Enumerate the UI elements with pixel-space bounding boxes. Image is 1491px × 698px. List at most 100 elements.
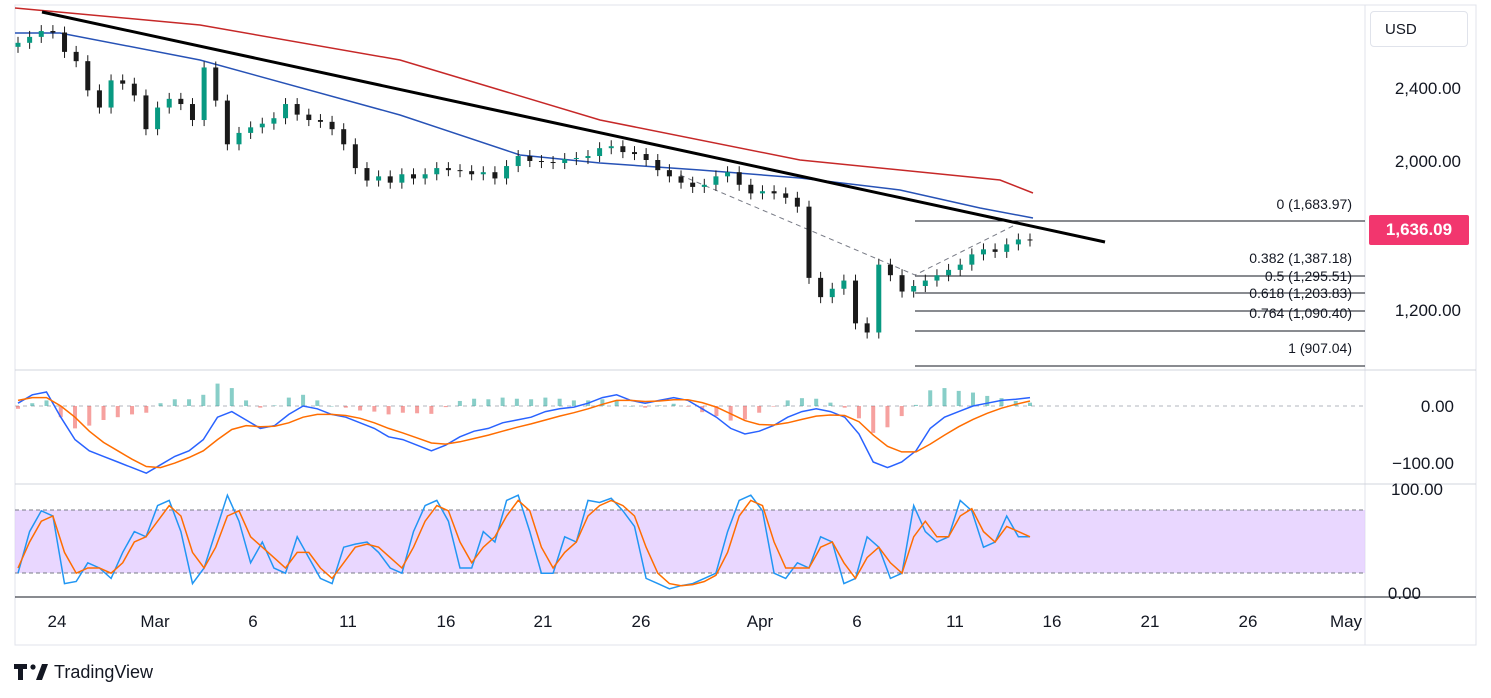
candle-body <box>189 104 195 121</box>
macd-histogram-bar <box>899 406 904 417</box>
stoch-rsi-band <box>15 510 1365 573</box>
macd-histogram-bar <box>1028 402 1032 406</box>
candle-body <box>457 170 463 172</box>
candle-body <box>678 176 684 183</box>
macd-histogram-bar <box>985 395 990 406</box>
candle-body <box>248 127 254 133</box>
y-tick-1200: 1,200.00 <box>1395 301 1461 320</box>
descending-trendline <box>41 10 1106 244</box>
macd-histogram-bar <box>58 406 63 418</box>
macd-histogram-bar <box>529 399 534 406</box>
fibonacci-levels: 0 (1,683.97) 0.382 (1,387.18) 0.5 (1,295… <box>915 196 1365 367</box>
candle-body <box>643 154 649 160</box>
candle-body <box>736 172 742 185</box>
macd-histogram-bar <box>828 402 833 406</box>
candle-body <box>538 161 544 163</box>
candle-body <box>236 132 242 145</box>
candle-body <box>864 323 870 333</box>
candle-body <box>818 277 824 298</box>
time-axis: 24 Mar 6 11 16 21 26 Apr 6 11 16 21 26 May <box>48 612 1363 631</box>
macd-histogram-bar <box>614 400 619 406</box>
x-tick-label: 21 <box>1141 612 1160 631</box>
macd-histogram-bar <box>400 406 405 413</box>
moving-average-red <box>14 7 1034 194</box>
candle-body <box>550 162 556 164</box>
macd-histogram-bar <box>457 400 462 406</box>
candle-body <box>992 249 998 252</box>
candle-body <box>748 184 754 194</box>
macd-histogram-bar <box>144 406 149 413</box>
brand-footer[interactable]: TradingView <box>14 660 153 684</box>
currency-selector[interactable]: USD <box>1370 11 1468 47</box>
macd-histogram-bar <box>272 405 277 406</box>
x-tick-label: 6 <box>248 612 257 631</box>
candle-body <box>562 159 568 164</box>
candle-body <box>573 158 579 160</box>
candle-body <box>294 104 300 115</box>
macd-histogram-bar <box>514 398 519 406</box>
macd-histogram-bar <box>158 403 163 406</box>
candle-body <box>410 174 416 179</box>
macd-histogram-bar <box>814 398 819 406</box>
fib-label-1: 1 (907.04) <box>1288 340 1352 356</box>
x-tick-label: 16 <box>437 612 456 631</box>
candle-body <box>259 123 265 128</box>
macd-histogram-bar <box>1013 400 1018 406</box>
candle-body <box>666 170 672 177</box>
y-tick-2000: 2,000.00 <box>1395 152 1461 171</box>
currency-label: USD <box>1385 21 1417 38</box>
fib-label-0: 0 (1,683.97) <box>1277 196 1353 212</box>
candle-body <box>341 129 347 145</box>
candle-body <box>201 67 207 121</box>
candle-body <box>155 107 161 130</box>
macd-histogram-bar <box>172 399 177 406</box>
macd-histogram-bar <box>358 406 363 411</box>
candle-body <box>597 148 603 157</box>
candle-body <box>934 275 940 281</box>
chart-frame <box>14 4 1477 646</box>
macd-histogram-bar <box>628 406 633 407</box>
macd-histogram-bar <box>44 400 49 406</box>
macd-line <box>17 391 1031 475</box>
macd-histogram-bar <box>130 406 135 415</box>
candle-body <box>632 152 638 155</box>
macd-histogram-bar <box>115 406 120 418</box>
macd-histogram-bar <box>557 398 562 406</box>
stoch-k-line <box>17 493 1030 590</box>
candle-body <box>108 80 114 108</box>
macd-histogram-bar <box>229 388 234 406</box>
candle-body <box>422 174 428 179</box>
candle-body <box>876 264 882 333</box>
macd-histogram-bar <box>429 406 434 414</box>
macd-histogram-bar <box>956 390 961 406</box>
candle-body <box>178 98 184 105</box>
macd-histogram-bar <box>372 406 377 412</box>
fib-label-0764: 0.764 (1,090.40) <box>1249 305 1352 321</box>
candle-body <box>376 176 382 181</box>
candle-body <box>841 280 847 289</box>
candle-body <box>73 51 79 62</box>
candle-body <box>399 174 405 183</box>
candle-body <box>469 171 475 175</box>
macd-histogram-bar <box>799 398 804 406</box>
candle-body <box>853 280 859 324</box>
macd-histogram-bar <box>215 383 220 406</box>
candle-body <box>957 264 963 270</box>
candle-body <box>655 160 661 171</box>
macd-histogram-bar <box>486 399 491 406</box>
candle-body <box>352 144 358 169</box>
candle-body <box>585 156 591 159</box>
macd-histogram-bar <box>771 406 776 407</box>
candle-body <box>166 98 172 108</box>
candle-body <box>283 104 289 119</box>
candle-body <box>387 176 393 183</box>
candle-body <box>364 168 370 181</box>
macd-histogram-bar <box>30 403 35 406</box>
candle-body <box>806 206 812 278</box>
macd-histogram-bar <box>415 406 420 414</box>
candle-body <box>50 31 56 33</box>
candle-body <box>306 114 312 121</box>
candle-body <box>224 100 230 145</box>
candle-body <box>911 286 917 292</box>
